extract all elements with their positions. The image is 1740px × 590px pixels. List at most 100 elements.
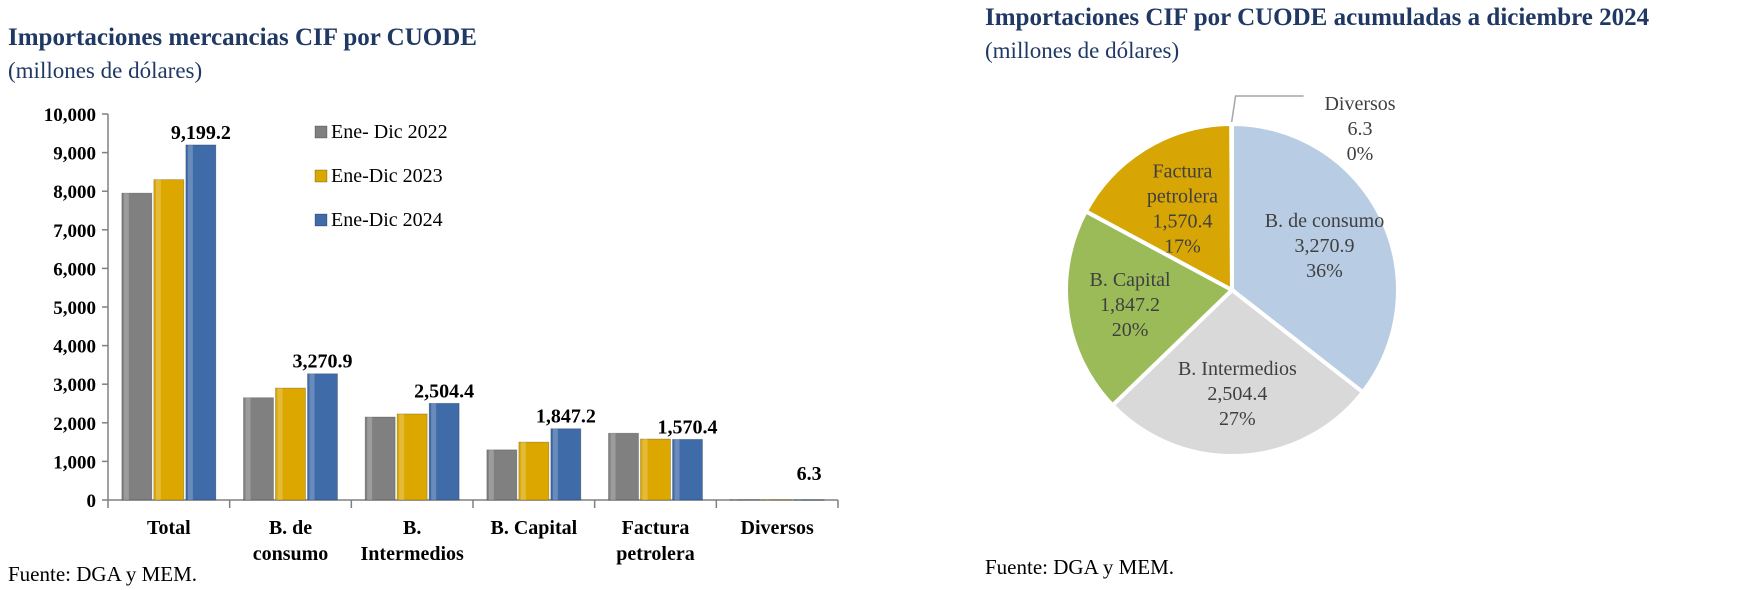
bar-highlight — [399, 413, 405, 500]
bar-chart-title: Importaciones mercancias CIF por CUODE — [8, 24, 477, 51]
pie-leader-line — [1230, 95, 1304, 123]
bar-2 — [793, 499, 825, 501]
bar-highlight — [367, 417, 373, 500]
bar-0 — [121, 192, 153, 501]
bar-chart: 0 1,000 2,000 3,000 4,000 5,000 6,000 7,000 8,00… — [44, 105, 839, 565]
y-tick-label: 10,000 — [44, 105, 96, 126]
pie-slice-value: 6.3 — [1348, 118, 1373, 140]
category-label-line: Intermedios — [361, 543, 465, 565]
category-label: Factura petrolera — [616, 517, 695, 565]
bar-highlight — [277, 388, 283, 500]
pie-slice-pct: 36% — [1306, 260, 1343, 282]
pie-slice-name: B. Capital — [1089, 269, 1171, 291]
pie-slice-1 — [1109, 287, 1366, 458]
category-label: B. Capital — [490, 517, 577, 539]
bar-0 — [608, 432, 639, 501]
bar-highlight — [610, 433, 616, 500]
bar-1 — [640, 438, 671, 501]
bar-highlight — [309, 373, 315, 500]
bar-2 — [672, 438, 703, 501]
bar-highlight — [674, 439, 680, 500]
bar-1 — [153, 179, 185, 501]
y-tick-label: 3,000 — [53, 375, 96, 396]
pie-slice-pct: 20% — [1112, 319, 1149, 341]
y-tick-label: 2,000 — [53, 414, 96, 435]
data-label: 2,504.4 — [414, 380, 474, 402]
pie-slice-3 — [1083, 121, 1235, 294]
data-label: 9,199.2 — [171, 122, 231, 144]
category-label-line: Total — [147, 517, 191, 539]
pie-slice-pct: 0% — [1347, 143, 1374, 165]
pie-slice-value: 2,504.4 — [1207, 383, 1267, 405]
pie-slice-value: 1,570.4 — [1152, 210, 1212, 232]
pie-chart-title: Importaciones CIF por CUODE acumuladas a… — [985, 4, 1650, 31]
bar-highlight — [732, 499, 738, 501]
legend-swatch-1 — [314, 169, 328, 183]
y-tick-label: 5,000 — [53, 298, 96, 319]
pie-slice-name: Diversos — [1324, 93, 1395, 115]
bar-1 — [518, 441, 550, 501]
bar-0 — [486, 449, 518, 501]
legend-label-2: Ene-Dic 2024 — [331, 209, 443, 231]
bar-2 — [307, 373, 338, 501]
data-label: 1,847.2 — [536, 406, 596, 428]
y-tick-label: 4,000 — [53, 337, 96, 358]
pie-slice-2 — [1064, 208, 1236, 409]
y-tick-label: 6,000 — [53, 259, 96, 280]
category-label-line: B. Capital — [490, 517, 577, 539]
pie-chart-subtitle: (millones de dólares) — [985, 38, 1180, 63]
bar-2 — [428, 402, 460, 501]
bar-1 — [396, 413, 428, 501]
bar-highlight — [552, 428, 558, 500]
data-label: 3,270.9 — [293, 351, 353, 373]
pie-slice-name: B. Intermedios — [1178, 358, 1297, 380]
category-label: Total — [147, 517, 191, 539]
pie-slice-value: 3,270.9 — [1295, 235, 1355, 257]
y-tick-label: 7,000 — [53, 221, 96, 242]
category-label-line: B. de — [269, 517, 312, 539]
bar-highlight — [431, 403, 437, 500]
data-label: 1,570.4 — [658, 416, 718, 438]
y-tick-label: 9,000 — [53, 144, 96, 165]
pie-slice-name: petrolera — [1147, 185, 1218, 207]
bar-highlight — [488, 449, 494, 500]
category-label: B. Intermedios — [361, 517, 465, 565]
category-label-line: B. — [403, 517, 421, 539]
category-label: B. de consumo — [253, 517, 329, 565]
pie-slice-pct: 17% — [1164, 235, 1201, 257]
legend-label-0: Ene- Dic 2022 — [331, 121, 448, 143]
bar-0 — [729, 499, 761, 501]
category-label-line: petrolera — [616, 543, 695, 565]
bar-highlight — [155, 179, 161, 500]
category-label-line: Diversos — [741, 517, 815, 539]
bar-1 — [761, 499, 793, 501]
category-label-line: consumo — [253, 543, 329, 565]
bar-highlight — [123, 193, 129, 500]
y-tick-label: 1,000 — [53, 452, 96, 473]
legend-swatch-2 — [314, 213, 328, 227]
pie-chart-source: Fuente: DGA y MEM. — [985, 555, 1174, 579]
pie-slice-name: B. de consumo — [1265, 210, 1384, 232]
bar-highlight — [764, 499, 770, 501]
bar-2 — [550, 428, 582, 501]
bar-highlight — [245, 397, 251, 500]
category-label: Diversos — [741, 517, 815, 539]
legend-label-1: Ene-Dic 2023 — [331, 165, 443, 187]
category-label-line: Factura — [622, 517, 690, 539]
bar-highlight — [796, 499, 802, 501]
data-label: 6.3 — [797, 463, 822, 485]
pie-slice-value: 1,847.2 — [1100, 294, 1160, 316]
bar-chart-subtitle: (millones de dólares) — [8, 58, 203, 83]
pie-slice-0 — [1230, 121, 1400, 396]
bar-0 — [243, 397, 274, 501]
bar-1 — [275, 387, 306, 501]
bar-chart-source: Fuente: DGA y MEM. — [8, 562, 197, 586]
pie-slice-pct: 27% — [1219, 408, 1256, 430]
legend-swatch-0 — [314, 125, 328, 139]
bar-highlight — [642, 439, 648, 500]
bar-0 — [364, 416, 396, 501]
bar-highlight — [187, 144, 193, 500]
bar-highlight — [520, 442, 526, 500]
y-tick-label: 0 — [87, 491, 97, 512]
